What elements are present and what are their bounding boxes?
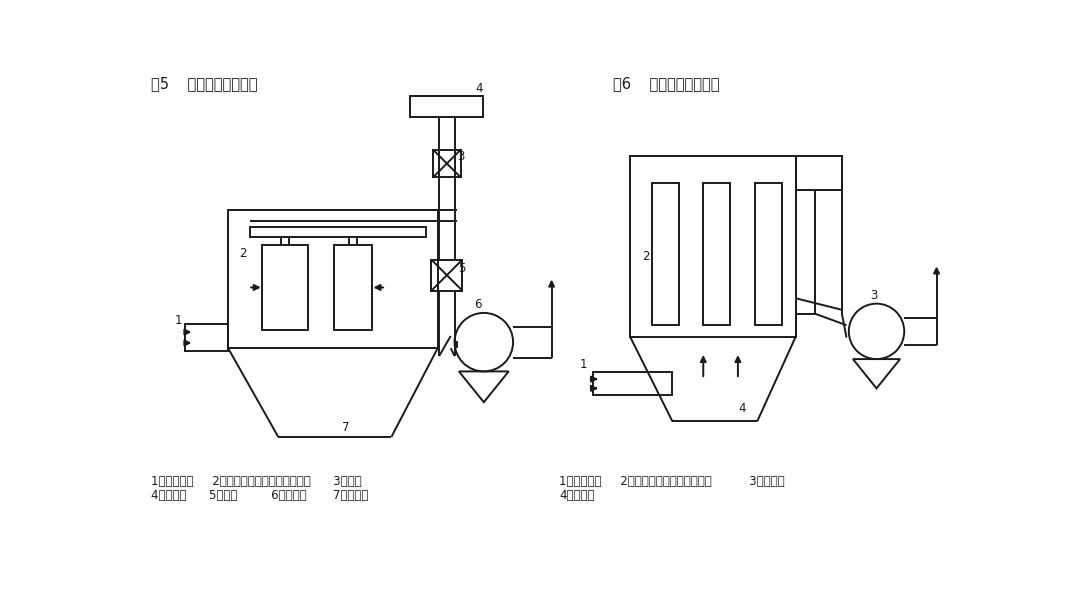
Text: 4、集尘器: 4、集尘器 [559, 489, 595, 502]
Text: 4: 4 [738, 402, 745, 415]
Bar [630, 156, 796, 337]
Bar [796, 156, 842, 190]
Text: 4、压缩机      5、阀门         6、引风机       7、集尘器: 4、压缩机 5、阀门 6、引风机 7、集尘器 [151, 489, 368, 502]
Bar [228, 210, 437, 348]
Text: 3: 3 [458, 150, 465, 164]
Bar [703, 183, 730, 325]
Bar [652, 183, 679, 325]
Bar [432, 260, 462, 291]
Text: 1、烟气入口     2、袋房（箭头指烟气的方向）      3、阀门: 1、烟气入口 2、袋房（箭头指烟气的方向） 3、阀门 [151, 476, 362, 488]
Text: 2: 2 [239, 247, 247, 260]
Text: 4: 4 [476, 82, 484, 95]
Text: 5: 5 [458, 262, 465, 275]
Text: 图6    内制式布袋收尘器: 图6 内制式布袋收尘器 [613, 76, 719, 91]
Bar [410, 96, 484, 117]
Text: 6: 6 [475, 298, 482, 311]
Text: 2: 2 [642, 250, 649, 263]
Text: 3: 3 [870, 289, 878, 302]
Text: 7: 7 [342, 420, 350, 434]
Bar [185, 324, 228, 351]
Bar [755, 183, 782, 325]
Bar [593, 372, 672, 395]
Text: 1: 1 [579, 358, 587, 371]
Bar [433, 150, 461, 177]
Text: 1、烟气入口     2、袋房（箭头指烟气方向）          3、引风机: 1、烟气入口 2、袋房（箭头指烟气方向） 3、引风机 [559, 476, 785, 488]
Bar [250, 228, 426, 237]
Text: 1: 1 [174, 314, 182, 326]
Bar [334, 245, 373, 330]
Bar [262, 245, 308, 330]
Text: 图5    外制式布袋收尘器: 图5 外制式布袋收尘器 [151, 76, 257, 91]
